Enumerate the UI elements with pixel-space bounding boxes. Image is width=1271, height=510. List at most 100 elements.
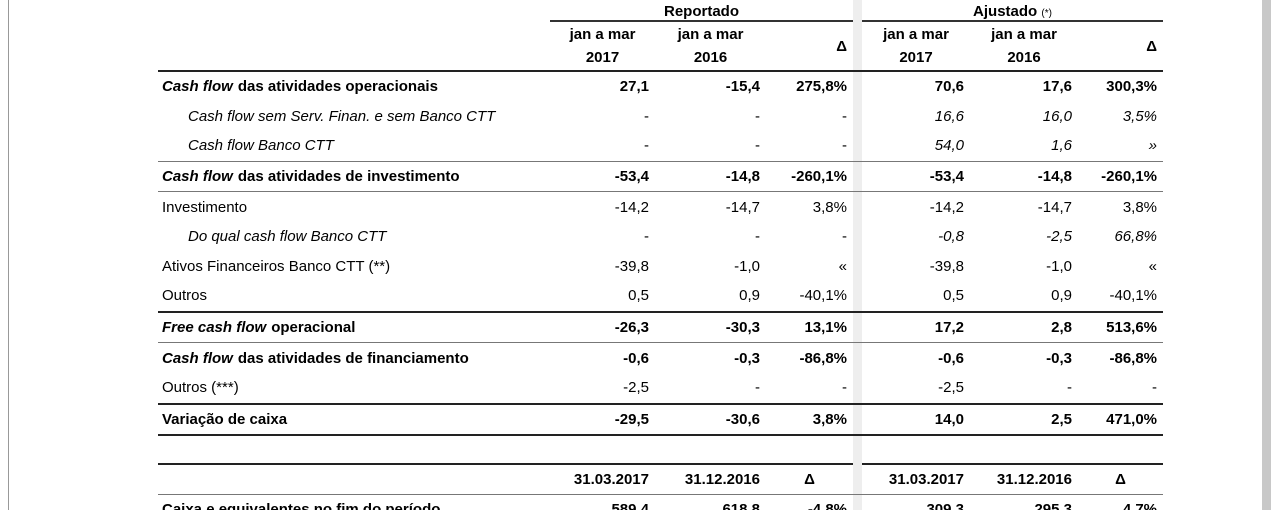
footnote-mark: (*) (1041, 8, 1052, 19)
row-label: Ativos Financeiros Banco CTT (**) (158, 252, 550, 282)
cell (853, 21, 862, 71)
text: jan a mar (569, 26, 636, 43)
row-label: Free cash flow operacional (158, 312, 550, 343)
cell (158, 0, 550, 21)
cell-value: - (842, 379, 847, 397)
cell-value: -1,0 (1046, 257, 1072, 275)
cell-value: -39,8 (614, 257, 649, 275)
column-header: 31.12.2016 (684, 471, 760, 489)
cell-value: -2,5 (1046, 228, 1072, 246)
cell-value: -29,5 (614, 410, 649, 428)
table-row: Cash flow das atividades de financiamento… (158, 342, 1163, 373)
cell-value: 4,7% (1122, 501, 1158, 510)
column-gap (853, 281, 862, 312)
table-row: Cash flow das atividades operacionais 27,1… (158, 71, 1163, 102)
cell (853, 435, 862, 465)
text: 2017 (585, 49, 620, 66)
column-header: 31.03.2017 (573, 471, 649, 489)
column-header: 31.12.2016 (996, 471, 1072, 489)
row-label: Cash flow das atividades operacionais (158, 71, 550, 102)
cell-value: -2,5 (938, 379, 964, 397)
cell-value: 17,6 (1042, 78, 1072, 96)
row-label: Variação de caixa (158, 404, 550, 436)
cell-value: 618,8 (722, 501, 760, 510)
cell-value: 13,1% (804, 319, 847, 337)
cell-value: - (1067, 379, 1072, 397)
cell-value: « (1148, 257, 1158, 275)
cell-value: -53,4 (929, 168, 964, 186)
column-header: 31.03.2017 (888, 471, 964, 489)
cell (766, 435, 853, 466)
group-title: Ajustado (973, 3, 1038, 20)
cell-value: 1,6 (1051, 137, 1072, 155)
group-header-row: Reportado Ajustado (*) (158, 0, 1164, 22)
label-text: Cash flow (162, 349, 233, 367)
table-row: Cash flow Banco CTT - - - 54,0 1,6 » (158, 131, 1164, 162)
cell-value: -0,3 (734, 349, 760, 367)
cell-value: -15,4 (725, 78, 760, 96)
cell-value: 14,0 (934, 410, 964, 428)
label-text: das atividades de investimento (237, 168, 460, 186)
cell-value: -40,1% (799, 287, 847, 305)
cell-value: 295,3 (1034, 501, 1072, 510)
page-edge (1262, 0, 1271, 510)
cell-value: - (755, 379, 760, 397)
column-gap (853, 221, 862, 252)
table-row: Cash flow das atividades de investimento -… (158, 161, 1164, 192)
column-header-row: jan a mar 2017 jan a mar 2016 Δ jan a mar 2… (158, 21, 1164, 71)
cash-flow-table: Reportado Ajustado (*) jan a mar 2017 jan… (158, 0, 1164, 510)
table-row: Outros (***) -2,5 - - -2,5 - - (158, 372, 1164, 404)
cell-value: -30,6 (725, 410, 760, 428)
column-gap (853, 342, 862, 373)
cell-value: -86,8% (1109, 349, 1158, 367)
cell-value: 0,9 (739, 287, 760, 305)
cell-value: 471,0% (1106, 410, 1158, 428)
cell-value: - (644, 228, 649, 246)
cell-value: -260,1% (791, 168, 847, 186)
cell-value: - (842, 107, 847, 125)
column-header: Δ (804, 471, 815, 489)
cell-value: » (1148, 137, 1158, 155)
label-text: Do qual cash flow Banco CTT (188, 228, 387, 246)
cell-value: 3,8% (812, 410, 847, 428)
column-header: jan a mar 2016 (655, 21, 766, 71)
cell-value: 0,9 (1051, 287, 1072, 305)
group-title: Reportado (664, 3, 739, 20)
label-text: Ativos Financeiros Banco CTT (**) (162, 257, 391, 275)
column-gap (853, 71, 862, 102)
label-text: operacional (271, 319, 356, 337)
column-gap (853, 101, 862, 132)
cell-value: -14,7 (1037, 198, 1072, 216)
cell (970, 435, 1078, 466)
label-text: Cash flow Banco CTT (188, 137, 334, 155)
table-row: Free cash flow operacional -26,3 -30,3 13,1%… (158, 311, 1164, 343)
label-text: das atividades operacionais (237, 78, 438, 96)
cell-value: 27,1 (619, 78, 649, 96)
cell-value: 300,3% (1106, 78, 1158, 96)
cell (158, 435, 550, 466)
label-text: Cash flow sem Serv. Finan. e sem Banco C… (188, 107, 496, 125)
column-header: Δ (1115, 471, 1126, 489)
cell-value: -0,6 (938, 349, 964, 367)
cell-value: 16,0 (1042, 107, 1072, 125)
text: Δ (836, 37, 847, 55)
row-label: Cash flow Banco CTT (158, 131, 550, 161)
cell-value: -4,8% (807, 501, 847, 510)
spacer-row (158, 435, 1164, 466)
column-gap (853, 161, 862, 192)
cell-value: 16,6 (934, 107, 964, 125)
cell (1078, 435, 1164, 466)
column-header: jan a mar 2016 (970, 21, 1078, 71)
cell-value: -1,0 (734, 257, 760, 275)
row-label: Outros (158, 281, 550, 312)
cell (853, 0, 862, 21)
column-gap (853, 372, 862, 404)
table-row: Investimento -14,2 -14,7 3,8% -14,2 -14,7 3,8% (158, 191, 1163, 222)
cell (862, 435, 970, 466)
cell-value: - (1152, 379, 1158, 397)
label-text: Cash flow (162, 168, 233, 186)
cell-value: 70,6 (934, 78, 964, 96)
cell-value: -0,8 (938, 228, 964, 246)
text: jan a mar (991, 26, 1057, 43)
cell-value: -0,3 (1046, 349, 1072, 367)
